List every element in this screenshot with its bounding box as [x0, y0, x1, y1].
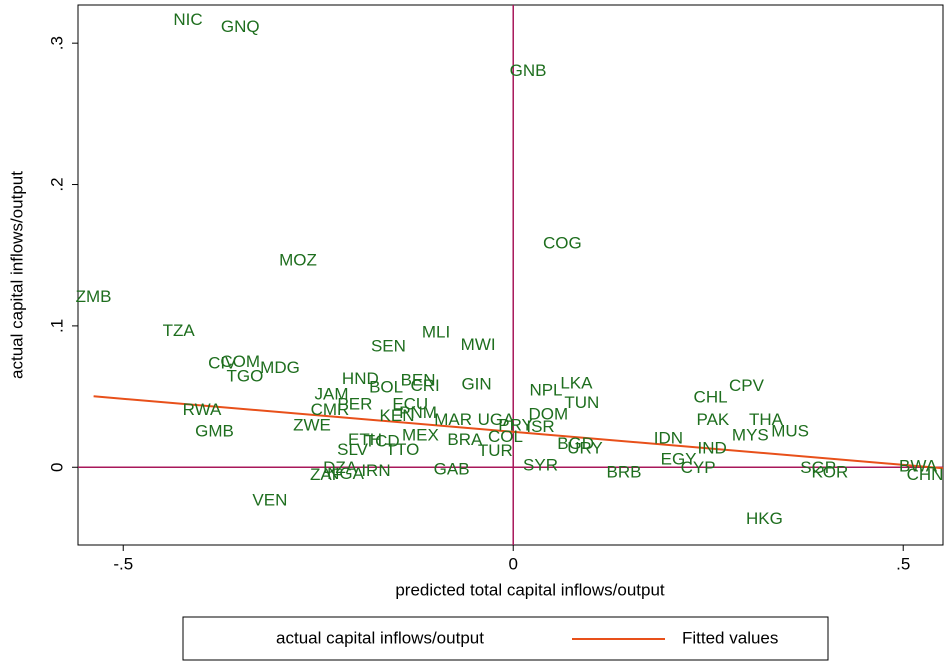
point-label: NGA [327, 464, 365, 483]
legend-box [182, 616, 829, 661]
point-label: GIN [461, 375, 491, 394]
point-label: CMR [311, 400, 350, 419]
point-label: LKA [560, 373, 593, 392]
point-label: ZMB [76, 287, 112, 306]
y-tick-label: .2 [47, 177, 66, 191]
point-label: COM [220, 352, 260, 371]
y-tick-label: .3 [47, 36, 66, 50]
point-label: BRA [447, 430, 483, 449]
point-label: CYP [681, 458, 716, 477]
point-label: IND [697, 438, 726, 457]
point-label: MDG [260, 358, 300, 377]
point-label: PER [337, 395, 372, 414]
point-label: SYR [523, 455, 558, 474]
point-label: BOL [369, 378, 403, 397]
point-label: VEN [252, 491, 287, 510]
point-label: TGO [226, 366, 263, 385]
point-label: ISR [526, 417, 554, 436]
point-label: GNQ [221, 17, 260, 36]
point-label: ZAF [310, 465, 342, 484]
point-label: HKG [746, 509, 783, 528]
point-label: SEN [371, 337, 406, 356]
point-label: TTO [386, 440, 420, 459]
x-tick-label: -.5 [113, 554, 133, 573]
x-axis-title: predicted total capital inflows/output [395, 580, 665, 599]
y-tick-label: .1 [47, 319, 66, 333]
point-label: CHN [907, 465, 944, 484]
point-label: GAB [434, 460, 470, 479]
y-axis-title: actual capital inflows/output [7, 171, 26, 379]
point-label: HND [342, 369, 379, 388]
point-label: MUS [771, 421, 809, 440]
plot-frame [77, 4, 944, 546]
point-label: GNB [510, 61, 547, 80]
point-label: DZA [323, 458, 358, 477]
fitted-line [93, 395, 944, 470]
point-label: RWA [183, 400, 222, 419]
point-label: EGY [661, 450, 697, 469]
point-label: DOM [528, 404, 568, 423]
point-label: IDN [654, 428, 683, 447]
point-label: TZA [163, 321, 196, 340]
point-label: SLV [337, 440, 369, 459]
point-label: TCD [365, 431, 400, 450]
point-label: PAK [697, 410, 730, 429]
y-tick-label: 0 [47, 463, 66, 472]
point-label: MWI [461, 335, 496, 354]
x-tick-label: .5 [896, 554, 910, 573]
point-label: MOZ [279, 250, 317, 269]
point-label: JAM [314, 385, 348, 404]
point-label: BGD [557, 434, 594, 453]
legend-label: actual capital inflows/output [276, 628, 484, 647]
point-label: TUR [478, 441, 513, 460]
point-label: SGP [800, 458, 836, 477]
point-label: ZWE [293, 416, 331, 435]
point-label: MEX [402, 426, 439, 445]
point-label: MAR [434, 410, 472, 429]
point-label: COL [488, 427, 523, 446]
point-label: BRB [607, 462, 642, 481]
point-label: PRY [498, 416, 533, 435]
point-label: COG [543, 233, 582, 252]
x-tick-label: 0 [508, 554, 517, 573]
point-label: THA [749, 410, 784, 429]
point-label: GMB [195, 421, 234, 440]
legend-label: Fitted values [682, 628, 778, 647]
point-label: TUN [564, 393, 599, 412]
point-label: BEN [401, 371, 436, 390]
point-label: ETH [348, 430, 382, 449]
point-label: KOR [811, 462, 848, 481]
point-label: CPV [729, 376, 765, 395]
point-label: PNM [399, 403, 437, 422]
point-label: UGA [478, 410, 516, 429]
point-label: KEN [380, 406, 415, 425]
point-label: ECU [392, 395, 428, 414]
point-label: IRN [361, 461, 390, 480]
point-label: CIV [208, 354, 237, 373]
point-label: NPL [529, 380, 562, 399]
point-label: NIC [173, 10, 202, 29]
point-label: CRI [410, 376, 439, 395]
point-label: MLI [422, 322, 450, 341]
point-label: CHL [694, 387, 728, 406]
point-label: MYS [732, 426, 769, 445]
point-label: BWA [899, 457, 938, 476]
point-label: URY [567, 438, 603, 457]
